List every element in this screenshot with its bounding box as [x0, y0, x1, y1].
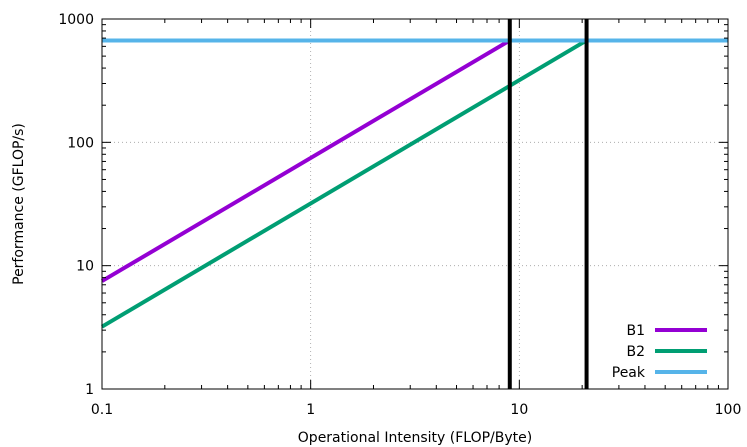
tick-layer: 0.1 1 10 100 1 10 100 1000	[58, 12, 741, 418]
y-axis-title: Performance (GFLOP/s)	[11, 123, 27, 285]
x-tick-label: 10	[510, 402, 528, 418]
series-line-b2	[100, 38, 588, 329]
x-tick-label: 100	[715, 402, 742, 418]
series-layer	[100, 38, 728, 329]
x-tick-label: 1	[306, 402, 315, 418]
plot-frame	[101, 18, 729, 390]
y-tick-label: 100	[67, 135, 94, 151]
legend: B1 B2 Peak	[612, 323, 707, 381]
y-tick-label: 10	[76, 259, 94, 275]
legend-label-b1: B1	[626, 323, 645, 339]
series-line-b1	[100, 38, 511, 283]
legend-label-peak: Peak	[612, 365, 646, 381]
x-tick-label: 0.1	[91, 402, 113, 418]
y-tick-label: 1000	[58, 12, 94, 28]
y-tick-label: 1	[85, 382, 94, 398]
x-axis-title: Operational Intensity (FLOP/Byte)	[298, 430, 532, 446]
legend-label-b2: B2	[626, 344, 645, 360]
vertical-lines-layer	[507, 19, 589, 389]
